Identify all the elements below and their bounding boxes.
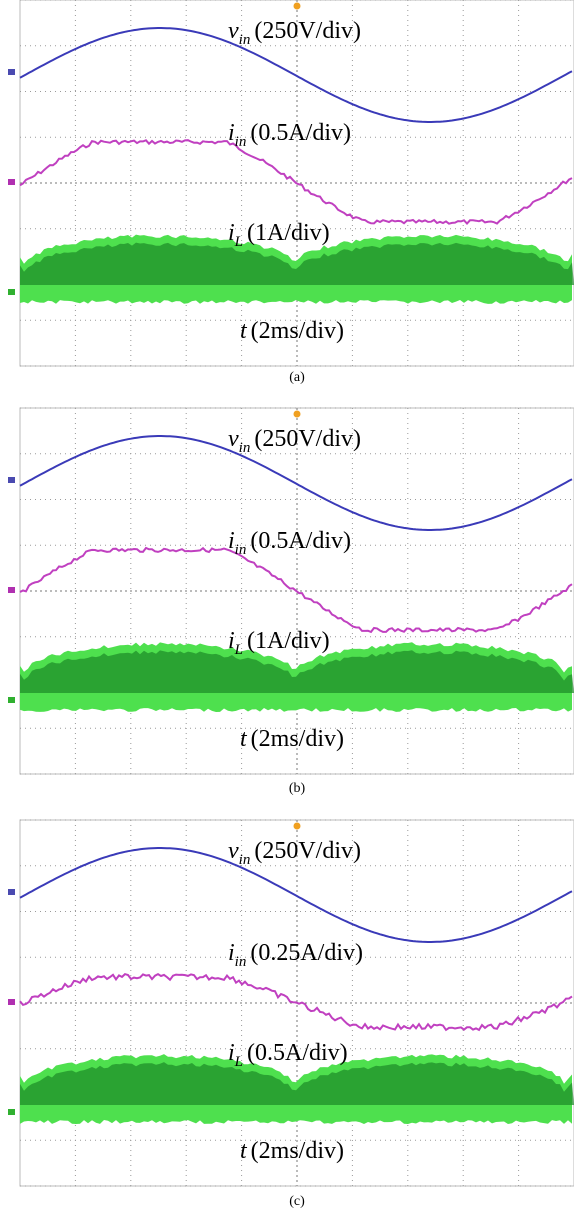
trace-subscript: L [234,234,243,250]
trace-symbol: i [228,528,235,554]
trigger-marker [294,3,301,10]
trace-subscript: L [234,1054,243,1070]
channel-marker [8,289,15,295]
trace-scale: (250V/div) [254,18,361,44]
trace-symbol: i [228,1040,235,1066]
time-scale: (2ms/div) [251,318,344,344]
trace-scale: (0.5A/div) [250,120,351,146]
trace-scale: (250V/div) [254,838,361,864]
trace-scale: (1A/div) [247,220,330,246]
trace-scale: (250V/div) [254,426,361,452]
time-scale: (2ms/div) [251,1138,344,1164]
trace-scale: (0.5A/div) [247,1040,348,1066]
caption: (c) [289,1194,305,1209]
channel-marker [8,587,15,593]
channel-marker [8,697,15,703]
channel-marker [8,889,15,895]
trace-scale: (0.5A/div) [250,528,351,554]
channel-marker [8,999,15,1005]
trace-subscript: in [235,954,247,970]
channel-marker [8,179,15,185]
channel-marker [8,477,15,483]
trace-symbol: v [228,18,239,44]
trace-symbol: i [228,120,235,146]
channel-marker [8,1109,15,1115]
trace-subscript: in [235,134,247,150]
figure: vin(250V/div)iin(0.5A/div)iL(1A/div)t(2m… [0,0,574,1212]
trigger-marker [294,411,301,418]
scope-panel: vin(250V/div)iin(0.25A/div)iL(0.5A/div)t… [8,820,574,1186]
trace-scale: (0.25A/div) [250,940,363,966]
trace-subscript: in [239,32,251,48]
time-label: t(2ms/div) [240,318,344,344]
trace-subscript: in [239,852,251,868]
scope-panel: vin(250V/div)iin(0.5A/div)iL(1A/div)t(2m… [8,408,574,774]
trace-scale: (1A/div) [247,628,330,654]
channel-marker [8,69,15,75]
trace-subscript: in [239,440,251,456]
caption: (a) [289,370,305,385]
scope-panel: vin(250V/div)iin(0.5A/div)iL(1A/div)t(2m… [8,0,574,366]
time-label: t(2ms/div) [240,1138,344,1164]
time-scale: (2ms/div) [251,726,344,752]
caption: (b) [289,781,306,796]
trace-symbol: i [228,940,235,966]
trace-symbol: v [228,426,239,452]
trace-symbol: i [228,220,235,246]
trace-symbol: v [228,838,239,864]
trace-symbol: i [228,628,235,654]
trace-subscript: in [235,542,247,558]
time-label: t(2ms/div) [240,726,344,752]
trigger-marker [294,823,301,830]
trace-subscript: L [234,642,243,658]
